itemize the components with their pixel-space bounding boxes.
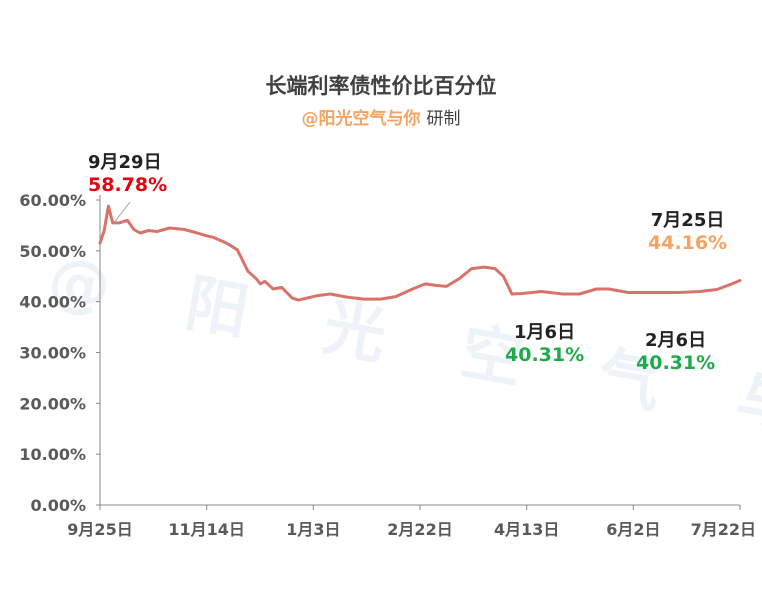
annotation-latest-value: 44.16% bbox=[648, 232, 728, 254]
annotation-latest-date: 7月25日 bbox=[650, 210, 725, 231]
peak-leader-line bbox=[114, 201, 131, 223]
y-tick-label: 10.00% bbox=[19, 445, 86, 464]
x-tick-label: 7月22日 bbox=[691, 520, 756, 539]
y-tick-label: 20.00% bbox=[19, 394, 86, 413]
x-tick-label: 4月13日 bbox=[494, 520, 559, 539]
x-tick-label: 9月25日 bbox=[67, 520, 132, 539]
annotation-feb6: 2月6日 40.31% bbox=[636, 326, 715, 374]
annotation-peak-value: 58.78% bbox=[88, 174, 168, 196]
x-tick-label: 6月2日 bbox=[606, 520, 660, 539]
chart-subtitle: @阳光空气与你 研制 bbox=[0, 104, 762, 129]
series-line-0 bbox=[98, 204, 742, 302]
annotation-feb6-date: 2月6日 bbox=[645, 330, 707, 351]
chart-title: 长端利率债性价比百分位 bbox=[265, 74, 497, 98]
x-tick-label: 1月3日 bbox=[286, 520, 340, 539]
annotation-jan6: 1月6日 40.31% bbox=[505, 318, 584, 366]
y-tick-label: 30.00% bbox=[19, 344, 86, 363]
annotation-jan6-date: 1月6日 bbox=[514, 322, 576, 343]
annotation-latest: 7月25日 44.16% bbox=[648, 206, 727, 254]
x-tick-label: 11月14日 bbox=[168, 520, 245, 539]
y-tick-label: 40.00% bbox=[19, 293, 86, 312]
brand-label: @阳光空气与你 bbox=[301, 109, 421, 129]
y-tick-label: 60.00% bbox=[19, 191, 86, 210]
annotation-peak-date: 9月29日 bbox=[88, 152, 162, 173]
y-tick-label: 0.00% bbox=[30, 496, 86, 515]
annotation-peak: 9月29日 58.78% bbox=[88, 148, 167, 196]
brand-suffix: 研制 bbox=[426, 109, 461, 129]
y-tick-label: 50.00% bbox=[19, 242, 86, 261]
annotation-feb6-value: 40.31% bbox=[636, 352, 716, 374]
annotation-jan6-value: 40.31% bbox=[505, 344, 585, 366]
x-tick-label: 2月22日 bbox=[387, 520, 452, 539]
